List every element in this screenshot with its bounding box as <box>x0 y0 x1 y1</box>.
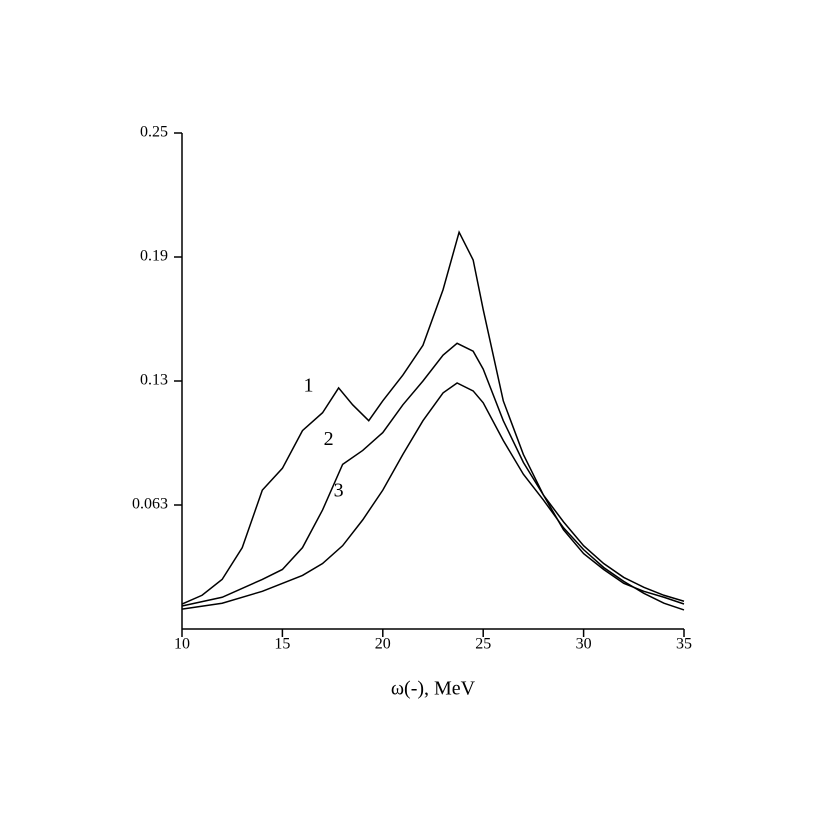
y-tick-label: 0.063 <box>132 496 168 513</box>
x-axis-label: ω(-), MeV <box>391 678 476 700</box>
x-tick-label: 35 <box>676 636 692 653</box>
series-label: 1 <box>304 375 314 397</box>
y-tick-label: 0.25 <box>140 124 168 141</box>
y-tick-label: 0.13 <box>140 372 168 389</box>
line-series <box>181 382 685 611</box>
x-tick-label: 30 <box>576 636 592 653</box>
x-tick-label: 15 <box>274 636 290 653</box>
line-series <box>181 342 685 607</box>
line-series <box>181 230 685 605</box>
x-tick-label: 10 <box>174 636 190 653</box>
x-tick-label: 25 <box>475 636 491 653</box>
y-tick-label: 0.19 <box>140 248 168 265</box>
series-label: 3 <box>334 480 344 502</box>
x-tick-label: 20 <box>375 636 391 653</box>
series-label: 2 <box>324 428 334 450</box>
